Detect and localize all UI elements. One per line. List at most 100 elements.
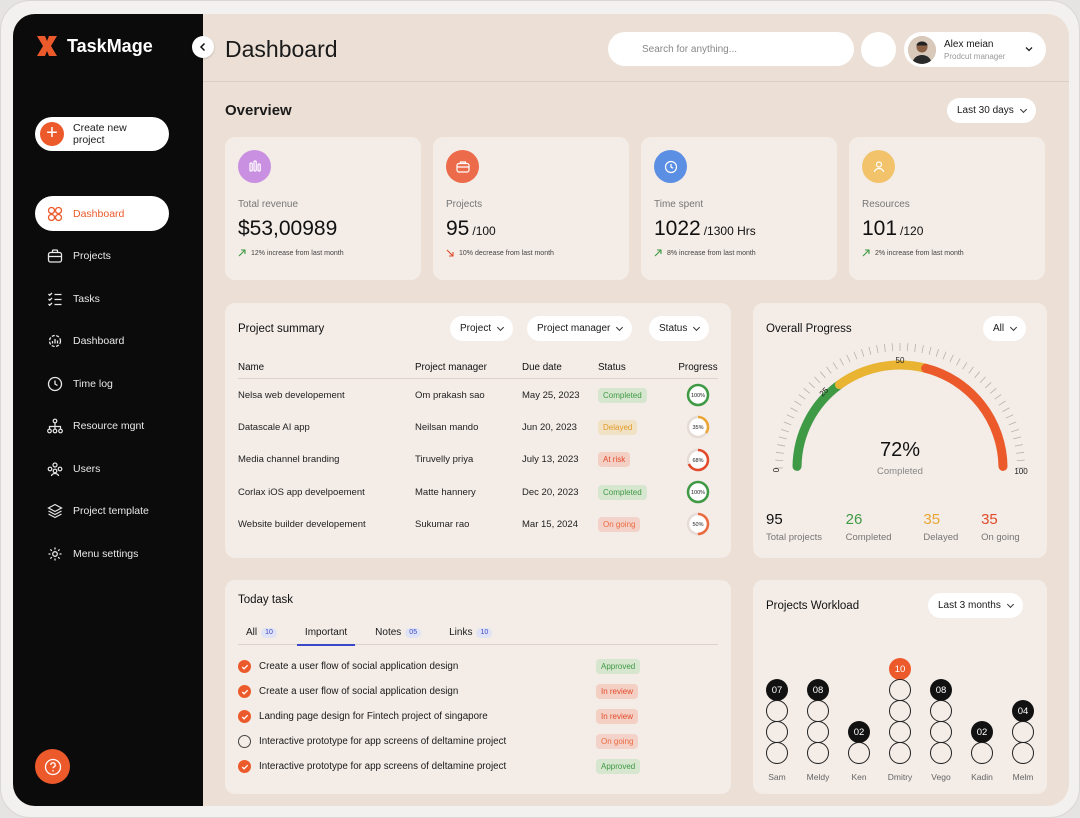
checked-circle-icon[interactable] <box>238 685 251 698</box>
stat-card-total-revenue: Total revenue $53,00989 12% increase from … <box>225 137 421 280</box>
status-badge: Completed <box>598 387 647 403</box>
arrow-up-right-icon <box>654 249 662 257</box>
checked-circle-icon[interactable] <box>238 760 251 773</box>
tab-important[interactable]: Important <box>296 620 356 646</box>
tab-label: All <box>246 627 258 638</box>
workload-person-name: Sam <box>768 772 786 782</box>
sidebar-item-dashboard[interactable]: Dashboard <box>35 196 169 231</box>
checked-circle-icon[interactable] <box>238 660 251 673</box>
gauge-tick-label: 50 <box>896 356 905 365</box>
checked-circle-icon[interactable] <box>238 710 251 723</box>
sidebar-item-dashboard[interactable]: Dashboard <box>35 324 169 359</box>
legend-item: 35 On going <box>981 511 1036 543</box>
task-item[interactable]: Create a user flow of social application… <box>238 679 658 704</box>
project-summary-card: Project summary Project Project manager St… <box>225 303 731 558</box>
overall-progress-card: Overall Progress All 0 25 50 100 72% Complete… <box>753 303 1047 558</box>
workload-unit <box>766 721 788 743</box>
filter-status-select[interactable]: Status <box>649 316 710 341</box>
gauge-tick-label: 100 <box>1014 467 1028 476</box>
gear-chart-icon <box>47 333 63 349</box>
overview-range-select[interactable]: Last 30 days <box>947 98 1036 123</box>
workload-column: 08 <box>807 679 829 764</box>
bar-chart-icon <box>238 150 271 183</box>
project-name: Corlax iOS app develpoement <box>238 486 365 498</box>
task-text: Landing page design for Fintech project … <box>259 711 488 722</box>
sidebar-item-label: Menu settings <box>73 547 139 560</box>
stat-note: 8% increase from last month <box>654 249 756 257</box>
workload-range-select[interactable]: Last 3 months <box>928 593 1023 618</box>
task-item[interactable]: Interactive prototype for app screens of… <box>238 754 658 779</box>
table-row[interactable]: Corlax iOS app develpoement Matte hannery… <box>238 476 718 508</box>
chevron-left-icon <box>199 42 206 52</box>
tab-links[interactable]: Links 10 <box>441 620 500 645</box>
table-row[interactable]: Website builder developement Sukumar rao M… <box>238 508 718 540</box>
task-item[interactable]: Create a user flow of social application… <box>238 654 658 679</box>
sidebar-nav: Dashboard Projects Tasks Dashboard Time log R… <box>35 196 169 579</box>
progress-legend: 95 Total projects 26 Completed 35 Delayed 35 On… <box>766 511 1036 543</box>
user-menu[interactable]: Alex meian Prodcut manager <box>904 32 1046 67</box>
stat-number: 95 <box>446 217 470 240</box>
tab-all[interactable]: All 10 <box>238 620 285 645</box>
search-input[interactable] <box>608 32 854 66</box>
workload-count: 08 <box>807 679 829 701</box>
create-project-button[interactable]: + Create new project <box>35 117 169 151</box>
workload-unit <box>848 742 870 764</box>
collapse-sidebar-button[interactable] <box>192 36 214 58</box>
today-task-title: Today task <box>238 594 293 606</box>
project-name: Nelsa web developement <box>238 389 345 401</box>
logo[interactable]: TaskMage <box>35 34 153 58</box>
arrow-down-right-icon <box>446 249 454 257</box>
notification-button[interactable] <box>861 32 896 67</box>
due-date: Mar 15, 2024 <box>522 518 578 530</box>
workload-count: 04 <box>1012 700 1034 722</box>
workload-unit <box>766 700 788 722</box>
sidebar-item-project-template[interactable]: Project template <box>35 494 169 529</box>
filter-project-select[interactable]: Project <box>450 316 514 341</box>
sidebar-item-tasks[interactable]: Tasks <box>35 281 169 316</box>
task-status-badge: On going <box>596 734 639 749</box>
progress-label: 35% <box>692 425 703 431</box>
unchecked-circle-icon[interactable] <box>238 735 251 748</box>
tab-notes[interactable]: Notes 05 <box>367 620 429 645</box>
sidebar-item-users[interactable]: Users <box>35 451 169 486</box>
sidebar-item-time-log[interactable]: Time log <box>35 366 169 401</box>
status-badge: Delayed <box>598 419 638 435</box>
layers-icon <box>47 503 63 519</box>
stat-card-projects: Projects 95/100 10% decrease from last mon… <box>433 137 629 280</box>
stat-number: 101 <box>862 217 898 240</box>
table-row[interactable]: Datascale AI app Neilsan mando Jun 20, 202… <box>238 411 718 443</box>
progress-cell: 100% <box>678 480 718 504</box>
table-row[interactable]: Media channel branding Tiruvelly priya Jul… <box>238 444 718 476</box>
stat-card-time-spent: Time spent 1022/1300 Hrs 8% increase from … <box>641 137 837 280</box>
project-name: Website builder developement <box>238 518 366 530</box>
workload-person-name: Ken <box>851 772 867 782</box>
task-item[interactable]: Landing page design for Fintech project … <box>238 704 658 729</box>
workload-unit <box>930 721 952 743</box>
column-header-project-manager: Project manager <box>415 362 487 373</box>
stat-value: 101/120 <box>862 217 923 241</box>
sidebar-item-menu-settings[interactable]: Menu settings <box>35 536 169 571</box>
stat-suffix: /100 <box>472 224 496 238</box>
sidebar-item-resource-mgnt[interactable]: Resource mgnt <box>35 409 169 444</box>
table-row[interactable]: Nelsa web developement Om prakash sao May … <box>238 379 718 411</box>
stat-suffix: /1300 Hrs <box>703 224 756 238</box>
stat-label: Projects <box>446 199 483 210</box>
task-status-badge: In review <box>596 684 639 699</box>
gauge-segment <box>921 363 1008 471</box>
progress-ring: 50% <box>686 513 710 536</box>
filter-project-manager-select[interactable]: Project manager <box>527 316 633 341</box>
legend-item: 95 Total projects <box>766 511 846 543</box>
workload-count: 07 <box>766 679 788 701</box>
stat-label: Total revenue <box>238 199 299 210</box>
task-status-badge: Approved <box>596 759 641 774</box>
progress-cell: 50% <box>678 512 718 536</box>
table-header: Name Project manager Due date Status Progres… <box>238 357 718 379</box>
briefcase-icon <box>446 150 479 183</box>
task-item[interactable]: Interactive prototype for app screens of… <box>238 729 658 754</box>
legend-label: Total projects <box>766 532 822 543</box>
help-button[interactable] <box>35 749 70 784</box>
sidebar-item-projects[interactable]: Projects <box>35 239 169 274</box>
progress-filter-select[interactable]: All <box>983 316 1027 341</box>
legend-label: Completed <box>845 532 892 543</box>
task-text: Create a user flow of social application… <box>259 661 459 672</box>
